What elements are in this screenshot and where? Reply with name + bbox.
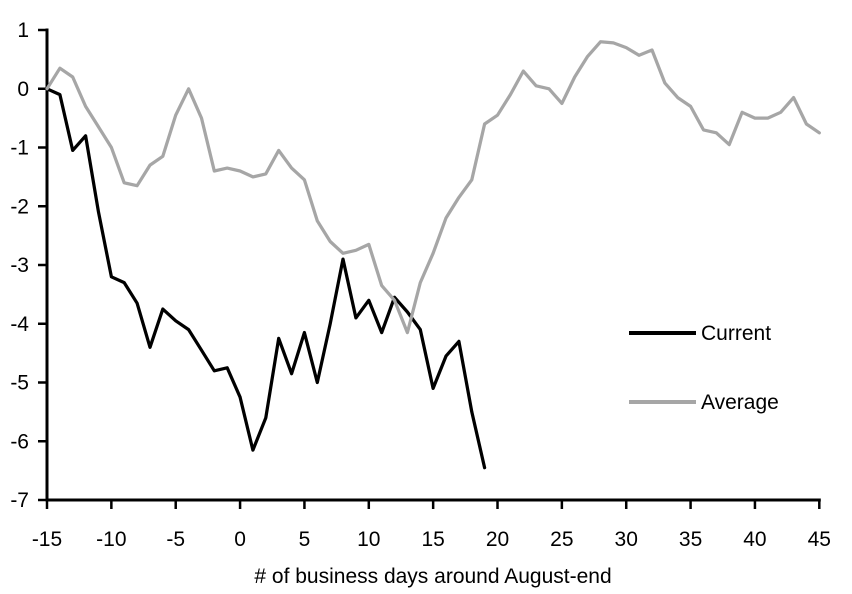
y-tick-label: -4 [10, 313, 29, 336]
y-tick-label: -1 [10, 137, 29, 160]
legend-label-average: Average [701, 391, 779, 414]
series-line-average [45, 40, 821, 335]
y-tick-label: -5 [10, 372, 29, 395]
x-tick-label: 15 [421, 528, 444, 551]
x-tick-label: 45 [808, 528, 831, 551]
y-tick-label: 0 [17, 78, 29, 101]
series-line-current [45, 87, 487, 470]
plot-generated: 10-1-2-3-4-5-6-7-15 -10 -5 0 5 10 15 20 25 30 35 40… [10, 19, 831, 551]
legend-label-current: Current [701, 322, 771, 345]
x-axis-title: # of business days around August-end [254, 565, 611, 588]
legend: Current Average [629, 322, 779, 414]
x-tick-label: -5 [166, 528, 185, 551]
x-tick-label: -10 [96, 528, 126, 551]
x-tick-label: -15 [32, 528, 62, 551]
y-tick-label: -3 [10, 254, 29, 277]
y-tick-label: 1 [17, 19, 29, 42]
x-tick-label: 35 [679, 528, 702, 551]
y-tick-label: -7 [10, 489, 29, 512]
x-tick-label: 0 [234, 528, 246, 551]
y-tick-label: -6 [10, 430, 29, 453]
y-tick-label: -2 [10, 195, 29, 218]
x-tick-label: 5 [299, 528, 311, 551]
x-tick-label: 40 [743, 528, 766, 551]
x-tick-label: 25 [550, 528, 573, 551]
x-tick-label: 10 [357, 528, 380, 551]
x-tick-label: 30 [615, 528, 638, 551]
x-tick-label: 20 [486, 528, 509, 551]
